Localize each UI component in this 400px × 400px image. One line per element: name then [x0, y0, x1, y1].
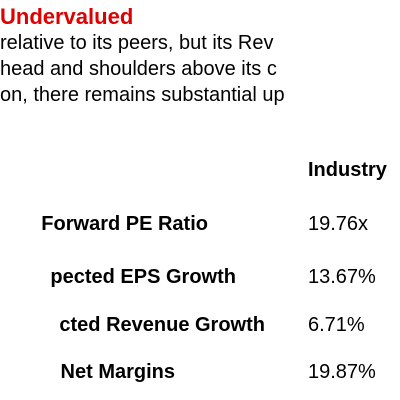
- revenue-growth-label: cted Revenue Growth: [59, 314, 265, 336]
- paragraph-line: relative to its peers, but its Rev: [0, 32, 274, 54]
- forward-pe-ratio-label: Forward PE Ratio: [41, 213, 208, 235]
- eps-growth-value: 13.67%: [308, 266, 376, 288]
- eps-growth-label: pected EPS Growth: [50, 266, 236, 288]
- net-margins-label: Net Margins: [60, 361, 175, 383]
- revenue-growth-value: 6.71%: [308, 314, 365, 336]
- slide-heading: Undervalued: [0, 4, 134, 29]
- net-margins-value: 19.87%: [308, 361, 376, 383]
- industry-column-header: Industry: [308, 159, 387, 181]
- paragraph-line: head and shoulders above its c: [0, 58, 277, 80]
- forward-pe-ratio-value: 19.76x: [308, 213, 369, 235]
- paragraph-line: on, there remains substantial up: [0, 84, 285, 106]
